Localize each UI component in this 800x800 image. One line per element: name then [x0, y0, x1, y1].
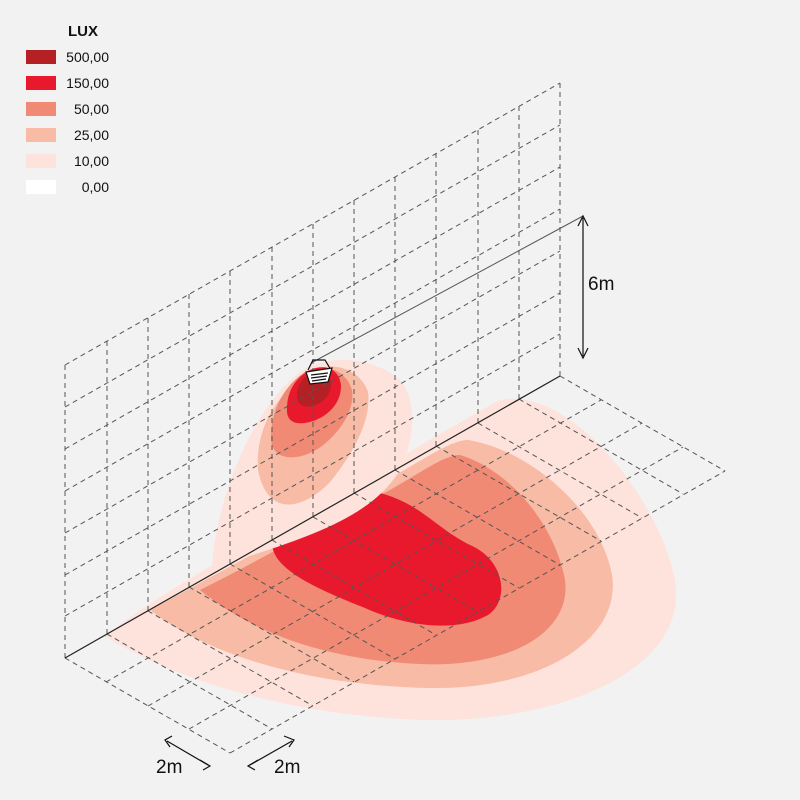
height-dimension-label: 6m — [588, 274, 614, 295]
legend-label-50: 50,00 — [74, 101, 109, 117]
legend-swatch-25 — [26, 128, 56, 142]
floor-grid — [64, 375, 726, 754]
height-dimension — [577, 214, 589, 360]
grid-y-dimension — [246, 735, 295, 771]
legend-label-10: 10,00 — [74, 153, 109, 169]
wall-base-line — [64, 375, 561, 659]
legend-swatch-500 — [26, 50, 56, 64]
legend-swatch-10 — [26, 154, 56, 168]
legend-swatch-150 — [26, 76, 56, 90]
floodlight-icon — [305, 359, 333, 385]
mounting-height-line — [312, 215, 584, 363]
legend-title: LUX — [68, 23, 98, 40]
legend-swatch-50 — [26, 102, 56, 116]
legend-label-25: 25,00 — [74, 127, 109, 143]
legend: LUX 500,00 150,00 50,00 25,00 10,00 0,00 — [26, 23, 109, 195]
legend-label-150: 150,00 — [66, 75, 109, 91]
grid-y-dimension-label: 2m — [274, 757, 300, 778]
legend-label-500: 500,00 — [66, 49, 109, 65]
legend-label-0: 0,00 — [82, 179, 109, 195]
grid-x-dimension — [164, 735, 212, 771]
legend-swatch-0 — [26, 180, 56, 194]
wall-grid — [64, 82, 561, 658]
grid-x-dimension-label: 2m — [156, 757, 182, 778]
